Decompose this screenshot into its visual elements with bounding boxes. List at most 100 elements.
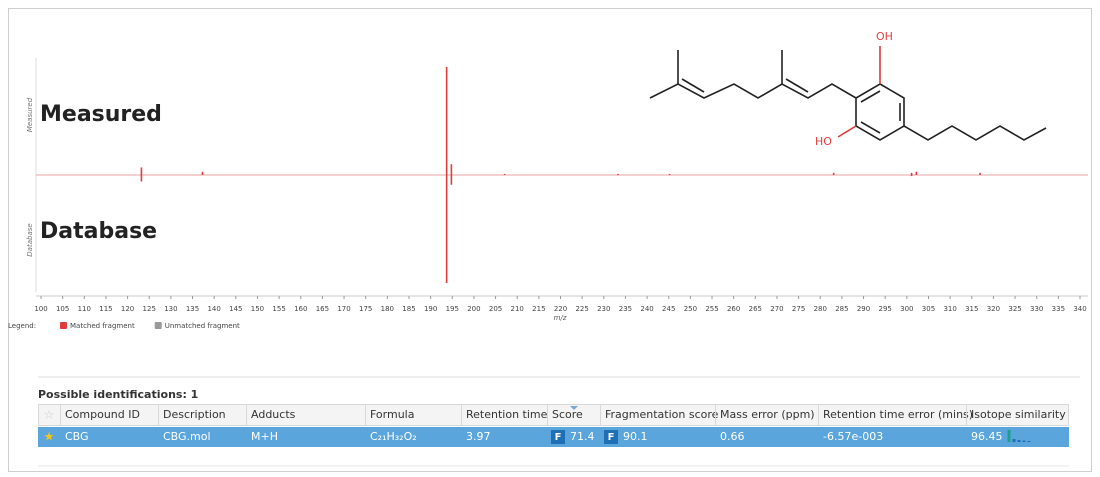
x-tick-label: 230 <box>597 305 610 313</box>
table-header <box>38 404 1069 426</box>
x-tick-label: 100 <box>34 305 47 313</box>
isotope-icon-bar <box>1017 440 1021 442</box>
x-tick-label: 120 <box>121 305 134 313</box>
x-tick-label: 270 <box>770 305 783 313</box>
column-header[interactable]: Formula <box>370 408 414 421</box>
prenyl-chain <box>649 83 857 99</box>
cell: 71.4 <box>570 430 595 443</box>
column-header[interactable]: Adducts <box>251 408 296 421</box>
column-header[interactable]: Mass error (ppm) <box>720 408 815 421</box>
pentyl-chain <box>903 125 1047 141</box>
star-header[interactable]: ☆ <box>44 408 55 422</box>
x-tick-label: 240 <box>640 305 653 313</box>
x-tick-label: 275 <box>792 305 805 313</box>
cell: CBG.mol <box>163 430 211 443</box>
series-label: Database <box>40 219 157 244</box>
column-header[interactable]: Retention time error (mins) <box>823 408 973 421</box>
badge <box>551 430 565 444</box>
legend-swatch <box>154 322 162 329</box>
x-tick-label: 225 <box>575 305 588 313</box>
x-tick-label: 180 <box>381 305 394 313</box>
molecule <box>649 46 1047 141</box>
isotope-icon-bar <box>1022 440 1026 442</box>
x-axis-label: m/z <box>554 314 567 322</box>
x-tick-label: 115 <box>99 305 112 313</box>
atom-label: OH <box>876 30 893 43</box>
x-tick-label: 325 <box>1008 305 1021 313</box>
x-tick-label: 130 <box>164 305 177 313</box>
ring-double-bond <box>860 90 881 103</box>
x-tick-label: 190 <box>424 305 437 313</box>
y-axis-label: Measured <box>26 97 34 132</box>
x-tick-label: 165 <box>316 305 329 313</box>
x-tick-label: 300 <box>900 305 913 313</box>
chain-double-bond <box>785 78 809 93</box>
cell: 90.1 <box>623 430 648 443</box>
column-header[interactable]: Retention time <box>466 408 548 421</box>
x-tick-label: 155 <box>272 305 285 313</box>
cell: 96.45 <box>971 430 1003 443</box>
x-tick-label: 215 <box>532 305 545 313</box>
isotope-icon-bar <box>1012 439 1016 442</box>
x-tick-label: 140 <box>207 305 220 313</box>
x-tick-label: 335 <box>1052 305 1065 313</box>
legend-label: Legend: <box>8 322 36 330</box>
series-label: Measured <box>40 102 162 127</box>
x-tick-label: 205 <box>489 305 502 313</box>
x-tick-label: 185 <box>402 305 415 313</box>
x-tick-label: 305 <box>922 305 935 313</box>
x-tick-label: 175 <box>359 305 372 313</box>
x-tick-label: 210 <box>511 305 524 313</box>
x-tick-label: 320 <box>987 305 1000 313</box>
x-tick-label: 105 <box>56 305 69 313</box>
x-tick-label: 170 <box>337 305 350 313</box>
cell: 0.66 <box>720 430 745 443</box>
ho-bond <box>837 125 857 138</box>
x-tick-label: 255 <box>705 305 718 313</box>
x-tick-label: 195 <box>446 305 459 313</box>
x-tick-label: 310 <box>943 305 956 313</box>
x-tick-label: 250 <box>684 305 697 313</box>
x-tick-label: 285 <box>835 305 848 313</box>
cell: C₂₁H₃₂O₂ <box>370 430 417 443</box>
x-tick-label: 200 <box>467 305 480 313</box>
x-tick-label: 150 <box>251 305 264 313</box>
star-icon[interactable]: ★ <box>44 430 55 444</box>
x-tick-label: 235 <box>619 305 632 313</box>
x-tick-label: 245 <box>662 305 675 313</box>
badge-label: F <box>555 432 562 443</box>
y-axis-label: Database <box>26 223 34 256</box>
legend-swatch <box>60 322 67 329</box>
sort-indicator <box>570 406 578 410</box>
isotope-icon-bar <box>1007 430 1011 442</box>
column-header[interactable]: Isotope similarity <box>971 408 1066 421</box>
x-tick-label: 265 <box>749 305 762 313</box>
column-header[interactable]: Description <box>163 408 226 421</box>
cell: 3.97 <box>466 430 491 443</box>
x-tick-label: 145 <box>229 305 242 313</box>
x-tick-label: 290 <box>857 305 870 313</box>
panel-frame <box>8 8 1092 472</box>
x-tick-label: 125 <box>143 305 156 313</box>
column-header[interactable]: Score <box>552 408 583 421</box>
cell: CBG <box>65 430 89 443</box>
chain-double-bond <box>681 78 705 93</box>
x-tick-label: 220 <box>554 305 567 313</box>
x-tick-label: 160 <box>294 305 307 313</box>
x-tick-label: 295 <box>879 305 892 313</box>
x-tick-label: 315 <box>965 305 978 313</box>
cell: M+H <box>251 430 278 443</box>
badge <box>604 430 618 444</box>
legend-entry: Matched fragment <box>70 322 135 330</box>
cell: -6.57e-003 <box>823 430 883 443</box>
column-header[interactable]: Compound ID <box>65 408 140 421</box>
x-tick-label: 135 <box>186 305 199 313</box>
table-title: Possible identifications: 1 <box>38 388 198 401</box>
atom-label: HO <box>815 135 832 148</box>
legend-entry: Unmatched fragment <box>165 322 240 330</box>
badge-label: F <box>608 432 615 443</box>
isotope-icon-bar <box>1027 441 1031 442</box>
column-header[interactable]: Fragmentation score <box>605 408 719 421</box>
